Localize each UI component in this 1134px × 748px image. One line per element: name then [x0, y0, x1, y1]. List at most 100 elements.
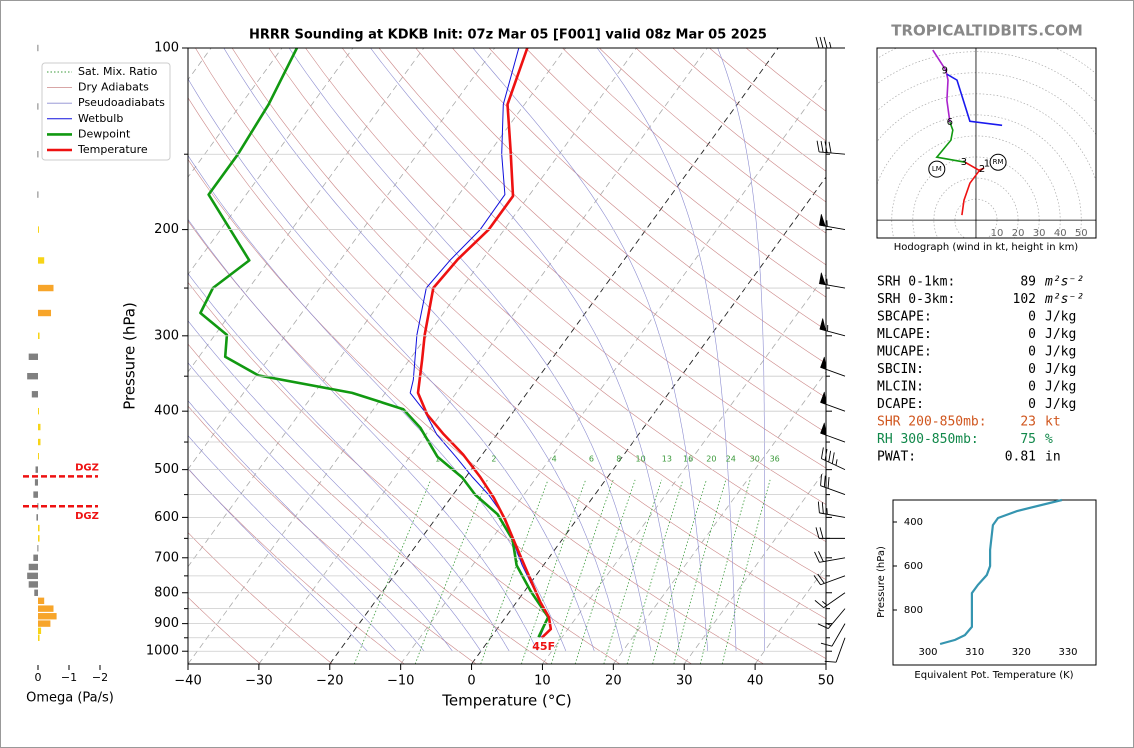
omega-bar [38, 627, 42, 634]
stat-unit: m²s⁻² [1044, 292, 1084, 307]
stat-label: SRH 0-3km: [877, 292, 955, 307]
wind-barb [815, 36, 845, 49]
x-tick-label: −10 [387, 674, 414, 689]
omega-bar [37, 151, 39, 158]
omega-bar [37, 191, 39, 198]
thetae-x-label: Equivalent Pot. Temperature (K) [914, 670, 1073, 681]
stat-unit: J/kg [1045, 327, 1076, 342]
stat-label: PWAT: [877, 450, 916, 465]
dry-adiabat [188, 532, 333, 664]
omega-bar [38, 226, 39, 233]
mixing-ratio-line [353, 479, 432, 664]
x-tick-label: 330 [1058, 647, 1077, 658]
stat-label: SBCAPE: [877, 310, 932, 325]
stat-value: 0.81 [1005, 450, 1036, 465]
stat-label: DCAPE: [877, 397, 924, 412]
omega-axis-label: Omega (Pa/s) [26, 691, 114, 706]
x-axis-label: Temperature (°C) [441, 692, 571, 710]
legend-label: Temperature [77, 143, 148, 156]
omega-bar [38, 620, 51, 627]
dry-adiabat [452, 48, 826, 364]
x-tick-label: 300 [918, 647, 937, 658]
hodograph-tick-label: 10 [991, 228, 1004, 239]
stat-unit: J/kg [1045, 380, 1076, 395]
hodograph-tick-label: 40 [1054, 228, 1067, 239]
profile-line [199, 48, 550, 638]
x-tick-label: 10 [534, 674, 551, 689]
dry-adiabat [341, 48, 826, 469]
omega-bar [38, 309, 52, 317]
stat-label: SHR 200-850mb: [877, 415, 987, 430]
legend-label: Dewpoint [78, 127, 131, 140]
wind-barb [815, 527, 845, 539]
y-tick-label: 500 [154, 462, 179, 477]
mixing-ratio-line [550, 479, 614, 664]
x-tick-label: 310 [965, 647, 984, 658]
dry-adiabat [488, 48, 826, 331]
isotherm [542, 273, 826, 664]
surface-temp-label: 45F [532, 640, 555, 653]
x-tick-label: 50 [818, 674, 835, 689]
omega-bar [33, 491, 38, 498]
stat-label: SBCIN: [877, 362, 924, 377]
stat-label: MLCIN: [877, 380, 924, 395]
legend-label: Sat. Mix. Ratio [78, 65, 158, 78]
stat-value: 0 [1028, 397, 1036, 412]
isotherm [188, 48, 496, 470]
stat-value: 23 [1020, 415, 1036, 430]
wind-barb [813, 573, 846, 586]
height-label: 6 [947, 117, 953, 128]
stat-unit: % [1045, 432, 1053, 447]
dry-adiabat [188, 97, 826, 659]
omega-bar [33, 554, 38, 561]
omega-bar [38, 407, 39, 415]
x-tick-label: 0 [35, 671, 42, 684]
stat-value: 0 [1028, 345, 1036, 360]
omega-bar [38, 613, 57, 620]
omega-bar [37, 103, 39, 110]
height-label: 2 [979, 164, 985, 175]
omega-bar [38, 634, 40, 641]
y-tick-label: 800 [904, 605, 923, 616]
hodograph-tick-label: 20 [1012, 228, 1025, 239]
stat-label: RH 300-850mb: [877, 432, 979, 447]
mixing-ratio-label: 13 [662, 454, 672, 463]
dry-adiabat [268, 48, 826, 543]
y-tick-label: 300 [154, 328, 179, 343]
storm-motion-marker [928, 160, 946, 178]
thetae-line [939, 498, 1063, 646]
wind-barb [820, 447, 846, 471]
legend-label: Wetbulb [78, 112, 123, 125]
hodograph-tick-label: 30 [1033, 228, 1046, 239]
y-tick-label: 600 [154, 510, 179, 525]
wind-barb-flag [819, 318, 827, 332]
wind-barb [824, 637, 846, 663]
isotherm [683, 468, 826, 664]
stat-value: 0 [1028, 380, 1036, 395]
wind-barb [814, 592, 846, 609]
mixing-ratio-label: 16 [683, 454, 693, 463]
isotherm [612, 371, 826, 664]
omega-bar [27, 372, 38, 380]
dry-adiabat [188, 596, 261, 664]
y-tick-label: 700 [154, 550, 179, 565]
stat-unit: J/kg [1045, 310, 1076, 325]
wind-barb-flag [819, 272, 826, 285]
omega-bar [34, 479, 38, 486]
omega-bar [28, 353, 38, 360]
y-axis-label: Pressure (hPa) [121, 302, 139, 410]
legend-label: Dry Adiabats [78, 81, 149, 94]
profile-line [416, 48, 553, 639]
storm-motion-marker [989, 153, 1007, 171]
stat-label: MUCAPE: [877, 345, 932, 360]
height-label: 3 [961, 157, 967, 168]
mixing-ratio-label: 8 [616, 454, 621, 463]
mixing-ratio-label: 6 [589, 454, 594, 463]
mixing-ratio-line [521, 479, 586, 664]
dry-adiabat [188, 281, 621, 664]
plot-area: 1 2 4 6 8 10 13 16 20 24 30 36 [188, 48, 826, 664]
mixing-ratio-line [414, 479, 488, 664]
x-tick-label: −30 [245, 674, 272, 689]
omega-bar [38, 332, 40, 340]
mixing-ratio-label: 36 [770, 454, 780, 463]
